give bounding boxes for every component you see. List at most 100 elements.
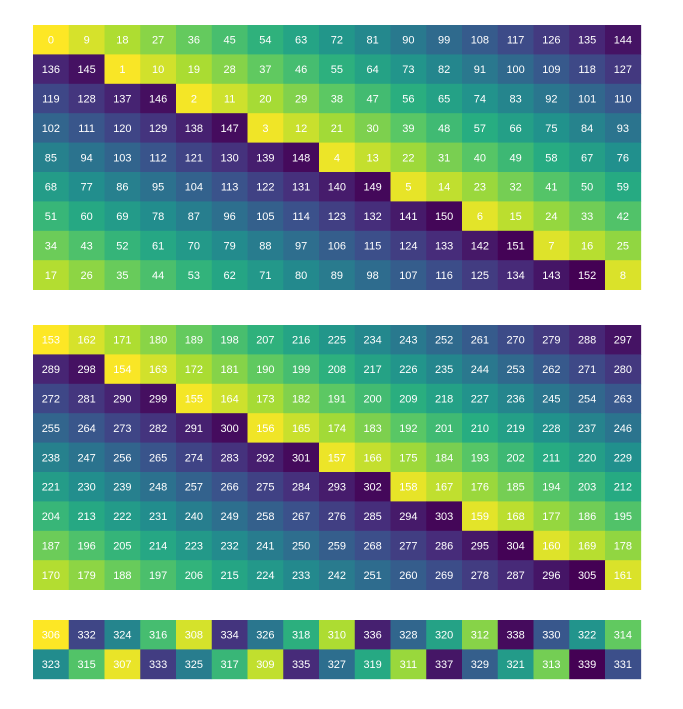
- heatmap-cell: [497, 25, 534, 55]
- heatmap-cell: [176, 560, 213, 590]
- heatmap-cell: [247, 354, 284, 385]
- heatmap-cell: [176, 530, 213, 561]
- heatmap-cell: [33, 230, 70, 261]
- heatmap-cell-label: 87: [188, 211, 200, 223]
- heatmap-cell-label: 228: [542, 423, 560, 435]
- heatmap-cell: [319, 113, 356, 143]
- heatmap-cell-label: 154: [113, 364, 131, 376]
- heatmap-cell-label: 305: [578, 570, 596, 582]
- heatmap-cell-label: 326: [256, 630, 274, 642]
- heatmap-cell-label: 206: [185, 570, 203, 582]
- heatmap-cell-label: 107: [399, 270, 417, 282]
- heatmap-cell-label: 147: [220, 123, 238, 135]
- heatmap-cell-label: 113: [221, 182, 239, 194]
- heatmap-cell: [605, 501, 642, 532]
- heatmap-cell-label: 19: [188, 64, 200, 76]
- heatmap-cell-label: 301: [292, 452, 310, 464]
- heatmap-cell: [390, 54, 427, 85]
- heatmap-cell: [104, 620, 141, 650]
- heatmap-cell: [497, 142, 534, 173]
- heatmap-cell: [140, 354, 177, 385]
- heatmap-cell-label: 309: [256, 659, 274, 671]
- heatmap-cell-label: 133: [435, 241, 453, 253]
- heatmap-cell: [68, 54, 105, 85]
- heatmap-cell-label: 8: [620, 270, 626, 282]
- heatmap-cell-label: 140: [328, 182, 346, 194]
- heatmap-cell: [104, 142, 141, 173]
- heatmap-cell: [605, 83, 642, 114]
- heatmap-cell-label: 192: [399, 423, 417, 435]
- heatmap-cell: [68, 113, 105, 143]
- heatmap-cell-label: 83: [510, 94, 522, 106]
- heatmap-cell-label: 173: [256, 394, 274, 406]
- heatmap-cell-label: 104: [185, 182, 203, 194]
- heatmap-cell-label: 161: [614, 570, 632, 582]
- heatmap-cell-label: 243: [399, 335, 417, 347]
- heatmap-cell-label: 178: [614, 541, 632, 553]
- heatmap-cell-label: 13: [367, 152, 379, 164]
- heatmap-cell: [569, 325, 606, 355]
- heatmap-cell-label: 160: [542, 541, 560, 553]
- heatmap-cell-label: 21: [331, 123, 343, 135]
- heatmap-cell: [283, 142, 320, 173]
- heatmap-cell: [426, 620, 463, 650]
- heatmap-cell: [354, 354, 391, 385]
- heatmap-cell-label: 270: [506, 335, 524, 347]
- heatmap-cell: [283, 649, 320, 680]
- heatmap-cell: [354, 83, 391, 114]
- heatmap-cell-label: 197: [149, 570, 167, 582]
- heatmap-cell-label: 81: [367, 35, 379, 47]
- heatmap-cell-label: 144: [614, 35, 632, 47]
- heatmap-cell: [533, 472, 570, 502]
- heatmap-cell: [247, 230, 284, 261]
- heatmap-cell-label: 26: [81, 270, 93, 282]
- heatmap-cell: [176, 142, 213, 173]
- heatmap-cell: [247, 83, 284, 114]
- heatmap-cell-label: 264: [77, 423, 95, 435]
- heatmap-cell-label: 259: [328, 541, 346, 553]
- heatmap-cell: [283, 472, 320, 502]
- heatmap-cell-label: 226: [399, 364, 417, 376]
- heatmap-cell: [247, 172, 284, 202]
- heatmap-cell-label: 46: [295, 64, 307, 76]
- heatmap-cell-label: 253: [506, 364, 524, 376]
- heatmap-cell: [533, 201, 570, 232]
- heatmap-cell-label: 286: [435, 541, 453, 553]
- heatmap-cell: [104, 172, 141, 202]
- heatmap-cell-label: 316: [149, 630, 167, 642]
- heatmap-cell-label: 223: [185, 541, 203, 553]
- heatmap-cell-label: 31: [438, 152, 450, 164]
- heatmap-cell: [390, 501, 427, 532]
- heatmap-cell: [605, 472, 642, 502]
- heatmap-cell: [533, 501, 570, 532]
- heatmap-cell: [211, 354, 248, 385]
- heatmap-cell-label: 157: [328, 452, 346, 464]
- heatmap-cell: [390, 25, 427, 55]
- heatmap-cell-label: 136: [42, 64, 60, 76]
- heatmap-cell: [319, 472, 356, 502]
- heatmap-cell-label: 96: [224, 211, 236, 223]
- heatmap-cell-label: 102: [42, 123, 60, 135]
- heatmap-cell: [283, 560, 320, 590]
- heatmap-cell-label: 3: [262, 123, 268, 135]
- heatmap-cell: [247, 442, 284, 473]
- heatmap-cell: [283, 383, 320, 414]
- heatmap-cell-label: 298: [77, 364, 95, 376]
- heatmap-cell-label: 255: [42, 423, 60, 435]
- heatmap-cell-label: 143: [542, 270, 560, 282]
- heatmap-cell: [140, 25, 177, 55]
- heatmap-cell-label: 126: [542, 35, 560, 47]
- heatmap-cell: [68, 472, 105, 502]
- heatmap-cell-label: 115: [364, 241, 382, 253]
- heatmap-cell: [33, 472, 70, 502]
- heatmap-cell: [426, 325, 463, 355]
- heatmap-cell: [211, 54, 248, 85]
- heatmap-cell: [354, 472, 391, 502]
- heatmap-cell-label: 63: [295, 35, 307, 47]
- heatmap-cell: [569, 413, 606, 443]
- heatmap-cell-label: 18: [116, 35, 128, 47]
- heatmap-cell-label: 75: [545, 123, 557, 135]
- heatmap-cell: [497, 325, 534, 355]
- heatmap-cell: [605, 649, 642, 680]
- heatmap-cell: [497, 172, 534, 202]
